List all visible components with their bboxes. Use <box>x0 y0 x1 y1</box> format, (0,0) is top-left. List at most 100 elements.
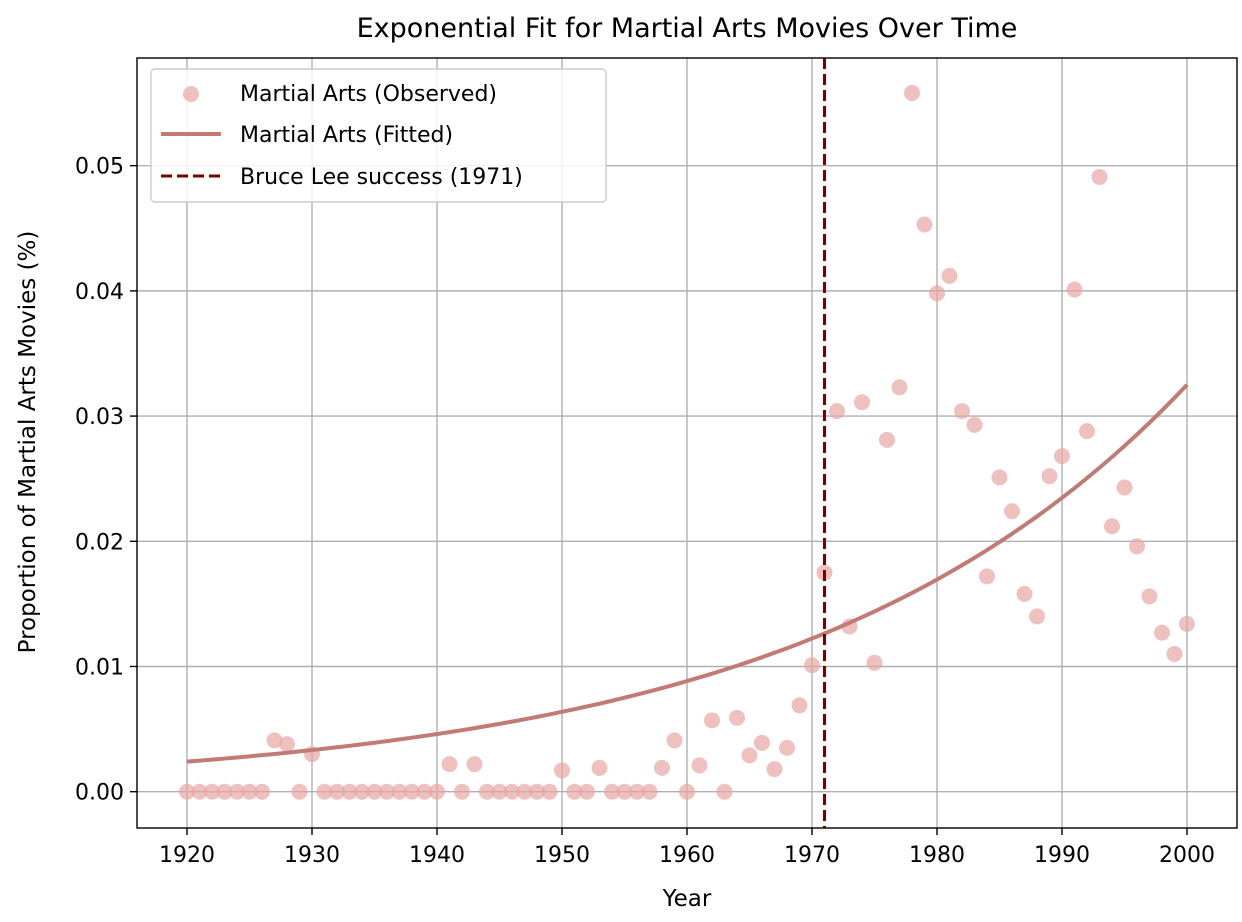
observed-point <box>529 783 545 800</box>
axes: 1920 1930 1940 1950 1960 1970 1980 1990 2000 0.00… <box>75 155 1215 868</box>
observed-point <box>341 783 358 800</box>
observed-point <box>491 783 508 800</box>
y-tick-label: 0.00 <box>75 781 124 806</box>
observed-point <box>629 783 645 800</box>
x-tick-label: 1970 <box>784 843 840 868</box>
observed-point <box>891 379 908 396</box>
observed-point <box>954 403 970 420</box>
observed-point <box>454 783 470 800</box>
y-axis-label: Proportion of Martial Arts Movies (%) <box>15 231 41 654</box>
observed-point <box>1104 518 1120 535</box>
observed-point <box>241 783 258 800</box>
y-tick-label: 0.03 <box>75 405 124 430</box>
x-tick-label: 2000 <box>1159 843 1215 868</box>
observed-point <box>266 732 283 749</box>
legend: Martial Arts (Observed) Martial Arts (Fit… <box>150 68 607 203</box>
observed-point <box>729 709 745 726</box>
legend-vline-label: Bruce Lee success (1971) <box>240 165 523 190</box>
fitted-curve <box>186 383 1189 764</box>
observed-point <box>216 783 233 800</box>
observed-point <box>1054 448 1070 465</box>
observed-point <box>554 762 570 779</box>
observed-point <box>941 267 958 284</box>
y-tick-label: 0.01 <box>75 655 124 680</box>
observed-point <box>1166 645 1183 662</box>
observed-point <box>866 654 883 671</box>
x-tick-label: 1920 <box>159 843 215 868</box>
observed-point <box>579 783 595 800</box>
observed-point <box>779 739 795 756</box>
legend-box <box>150 68 607 203</box>
observed-point <box>929 285 945 302</box>
observed-point <box>516 783 533 800</box>
y-tick-label: 0.02 <box>75 530 124 555</box>
observed-point <box>429 783 445 800</box>
observed-point <box>1029 608 1045 625</box>
observed-point <box>179 783 195 800</box>
x-tick-label: 1940 <box>409 843 465 868</box>
plot-frame <box>136 57 1238 829</box>
observed-point <box>291 783 308 800</box>
observed-point <box>416 783 433 800</box>
observed-point <box>991 469 1008 486</box>
observed-point <box>591 759 608 776</box>
observed-point <box>1116 479 1133 496</box>
x-tick-label: 1990 <box>1034 843 1090 868</box>
observed-point <box>366 783 383 800</box>
chart-title: Exponential Fit for Martial Arts Movies … <box>357 13 1018 44</box>
observed-point <box>379 783 395 800</box>
observed-point <box>354 783 370 800</box>
observed-point <box>204 783 220 800</box>
observed-point <box>316 783 333 800</box>
observed-point <box>654 759 670 776</box>
observed-point <box>854 394 870 411</box>
observed-point <box>916 216 933 233</box>
observed-point <box>1079 423 1095 440</box>
observed-point <box>441 756 458 773</box>
observed-point <box>1041 468 1058 485</box>
observed-point <box>904 85 920 102</box>
observed-point <box>1129 538 1145 555</box>
observed-point <box>541 783 558 800</box>
observed-point <box>404 783 420 800</box>
observed-point <box>1179 615 1195 632</box>
observed-point <box>829 403 845 420</box>
observed-point <box>604 783 620 800</box>
x-axis-label: Year <box>662 886 712 912</box>
observed-point <box>766 761 783 778</box>
observed-point <box>391 783 408 800</box>
observed-point <box>754 734 770 751</box>
legend-fitted-label: Martial Arts (Fitted) <box>240 123 453 148</box>
observed-point <box>1141 588 1158 605</box>
y-tick-label: 0.05 <box>75 155 124 180</box>
observed-point <box>979 568 995 585</box>
observed-point <box>1066 281 1083 298</box>
observed-point <box>566 783 583 800</box>
observed-point <box>279 736 295 753</box>
observed-point <box>716 783 733 800</box>
observed-point <box>1004 503 1020 520</box>
observed-point <box>1154 624 1170 641</box>
observed-point <box>966 416 983 433</box>
observed-point <box>1091 168 1108 185</box>
observed-point <box>641 783 658 800</box>
observed-point <box>804 657 820 674</box>
observed-point <box>616 783 633 800</box>
x-tick-label: 1950 <box>534 843 590 868</box>
observed-point <box>741 747 758 764</box>
legend-observed-marker <box>183 86 199 102</box>
plot-marks <box>179 58 1195 828</box>
observed-point <box>254 783 270 800</box>
observed-point <box>704 712 720 729</box>
observed-point <box>879 431 895 448</box>
legend-observed-label: Martial Arts (Observed) <box>240 82 497 107</box>
x-tick-label: 1960 <box>659 843 715 868</box>
observed-point <box>691 757 708 774</box>
observed-point <box>679 783 695 800</box>
observed-point <box>666 732 683 749</box>
observed-point <box>466 756 483 773</box>
observed-point <box>791 697 808 714</box>
observed-point <box>1016 585 1033 602</box>
x-tick-label: 1930 <box>284 843 340 868</box>
